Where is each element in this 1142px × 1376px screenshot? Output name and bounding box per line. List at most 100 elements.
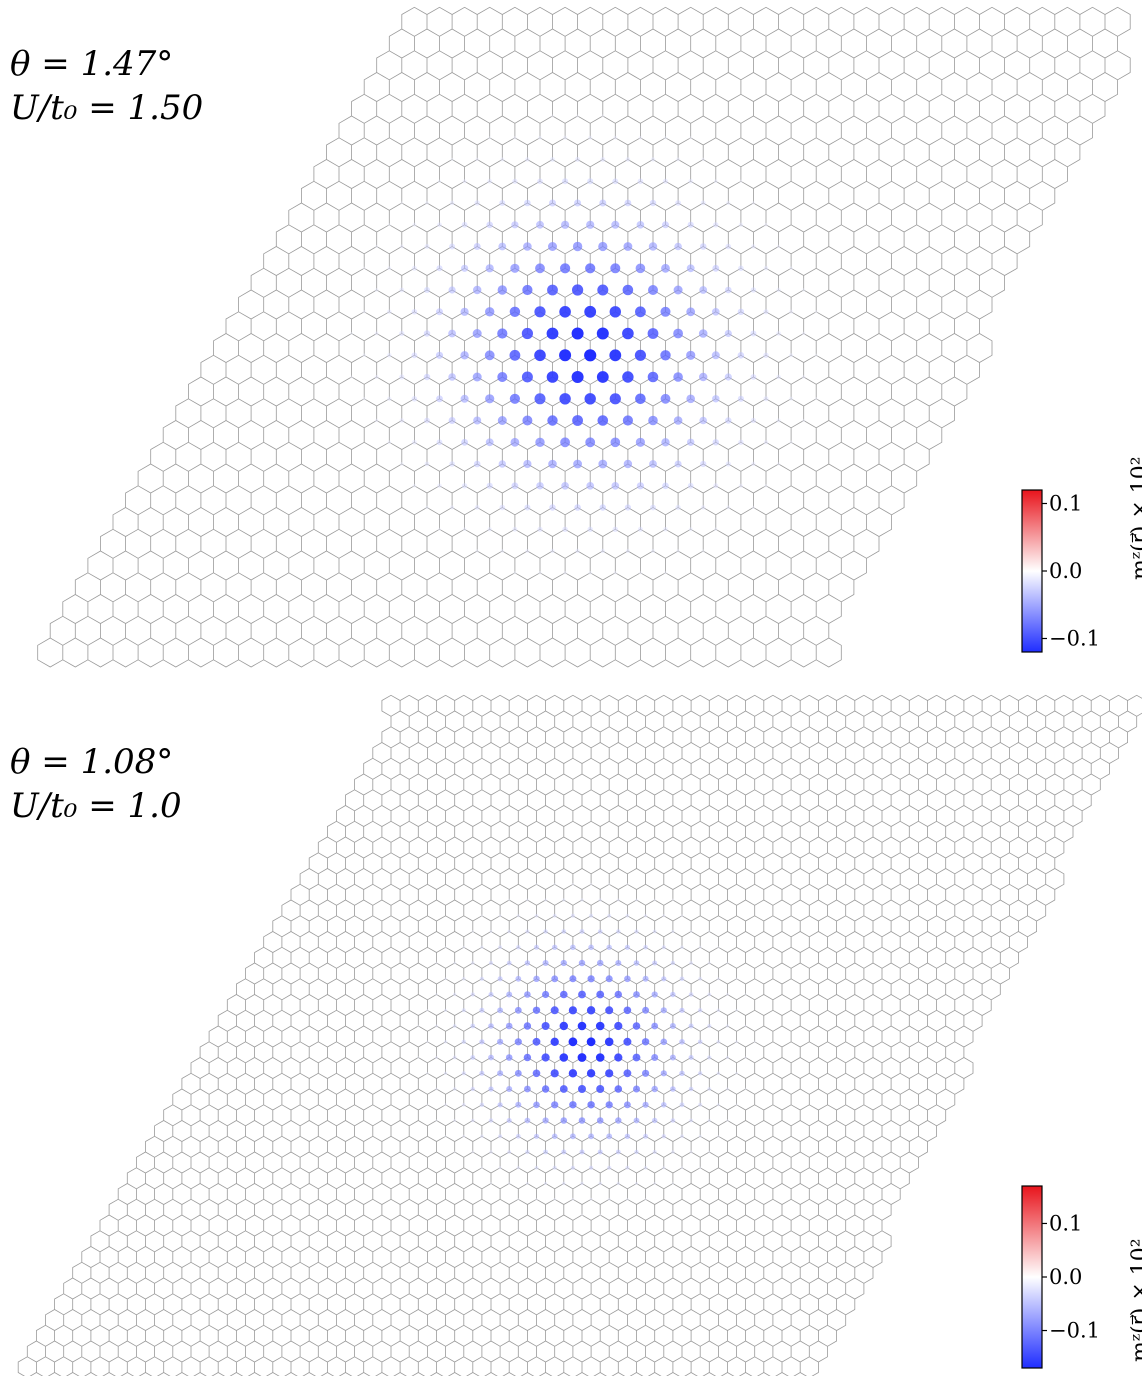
site-marker [588, 135, 593, 140]
site-marker [471, 1118, 475, 1123]
site-marker [362, 266, 366, 270]
site-marker [461, 264, 469, 272]
colorbar-tick-label: −0.1 [1049, 627, 1100, 651]
colorbar: 0.1 0.0 −0.1 [1021, 489, 1100, 653]
site-marker [534, 914, 539, 918]
site-marker [635, 437, 646, 447]
site-marker [452, 1087, 457, 1091]
site-marker [552, 944, 558, 950]
site-marker [387, 440, 392, 445]
site-marker [448, 373, 456, 381]
site-marker [489, 930, 493, 933]
site-marker [497, 372, 508, 382]
site-marker [661, 1102, 667, 1108]
site-marker [689, 1150, 693, 1154]
site-marker [634, 929, 639, 934]
site-marker [689, 961, 693, 965]
site-marker [574, 504, 581, 511]
site-marker [642, 1006, 650, 1014]
site-marker [699, 243, 707, 250]
site-marker [776, 287, 781, 293]
site-marker [662, 482, 669, 490]
site-marker [699, 416, 707, 425]
site-marker [588, 944, 594, 951]
site-marker [538, 571, 542, 575]
site-marker [521, 371, 533, 383]
site-marker [712, 264, 720, 272]
site-marker [698, 1102, 703, 1107]
site-marker [716, 1103, 721, 1107]
site-marker [453, 992, 457, 997]
site-marker [642, 1069, 650, 1077]
site-marker [515, 975, 522, 982]
site-marker [500, 157, 505, 162]
site-marker [537, 526, 543, 532]
site-marker [635, 263, 646, 274]
site-marker [412, 439, 417, 445]
site-marker [633, 1085, 640, 1093]
site-marker [633, 1117, 640, 1124]
site-marker [744, 1087, 747, 1091]
site-marker [525, 157, 530, 162]
site-marker [661, 1134, 666, 1139]
site-marker [570, 1165, 576, 1170]
site-marker [622, 327, 634, 340]
site-marker [548, 242, 557, 251]
site-marker [485, 394, 495, 404]
site-marker [474, 505, 480, 510]
site-marker [670, 991, 676, 998]
site-marker [643, 945, 648, 950]
site-marker [586, 482, 594, 490]
site-marker [563, 571, 567, 575]
site-marker [624, 975, 631, 983]
site-marker [423, 373, 431, 381]
site-marker [699, 1166, 702, 1169]
site-marker [688, 992, 694, 997]
site-marker [498, 1134, 503, 1139]
site-marker [750, 330, 757, 337]
site-marker [716, 977, 720, 981]
site-marker [680, 1166, 684, 1170]
site-marker [443, 1040, 448, 1044]
site-marker [670, 960, 676, 966]
site-marker [470, 1023, 476, 1029]
site-marker [647, 371, 659, 383]
site-marker [671, 929, 675, 934]
site-marker [584, 349, 597, 362]
site-marker [436, 439, 443, 446]
site-marker [426, 1103, 429, 1106]
lattice-bonds [37, 6, 1131, 668]
site-marker [763, 309, 769, 315]
site-marker [444, 1135, 447, 1138]
site-marker [507, 929, 512, 934]
site-marker [623, 1069, 632, 1078]
site-marker [552, 1165, 557, 1170]
site-marker [724, 373, 732, 381]
site-marker [600, 157, 606, 162]
site-marker [614, 1085, 623, 1093]
site-marker [521, 327, 534, 340]
site-marker [516, 914, 520, 918]
site-marker [625, 1165, 630, 1170]
site-marker [751, 201, 756, 205]
site-marker [522, 284, 533, 296]
site-marker [707, 1118, 711, 1123]
site-marker [652, 1117, 658, 1124]
site-marker [572, 415, 583, 426]
site-marker [559, 349, 572, 362]
site-marker [671, 898, 675, 902]
site-marker [634, 1149, 639, 1155]
site-marker [649, 199, 657, 207]
site-marker [641, 1038, 650, 1046]
site-marker [623, 1006, 632, 1015]
site-marker [686, 264, 695, 273]
site-marker [461, 1071, 466, 1076]
site-marker [689, 930, 693, 933]
site-marker [535, 883, 538, 886]
site-marker [523, 242, 532, 251]
site-marker [374, 288, 379, 292]
site-marker [713, 179, 718, 184]
site-marker [512, 178, 518, 184]
site-marker [624, 1133, 631, 1139]
site-marker [488, 136, 492, 140]
